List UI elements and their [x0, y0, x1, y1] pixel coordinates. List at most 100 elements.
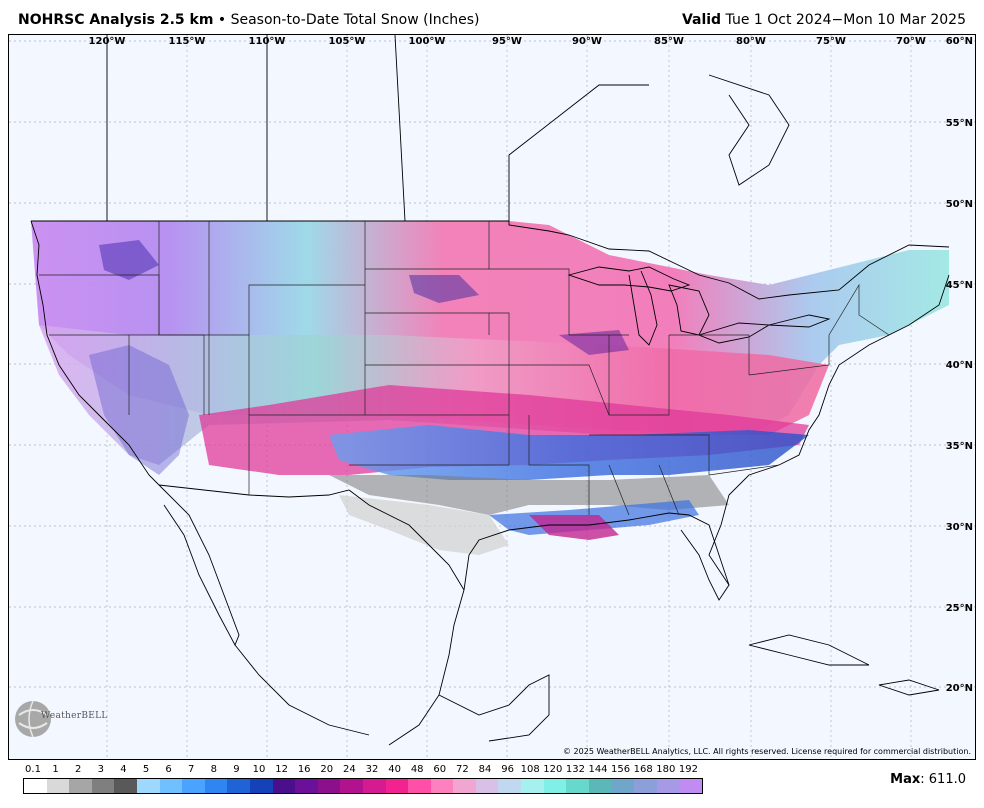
- lat-label: 30°N: [946, 522, 973, 533]
- lat-label: 50°N: [946, 199, 973, 210]
- legend-swatch: [69, 779, 92, 793]
- max-label: Max: [890, 772, 921, 787]
- lat-label: 45°N: [946, 280, 973, 291]
- legend-tick-label: 132: [565, 764, 585, 775]
- legend-tick-label: 120: [543, 764, 563, 775]
- max-number: : 611.0: [920, 772, 966, 787]
- legend-tick-label: 96: [501, 764, 514, 775]
- legend-tick-label: 72: [456, 764, 469, 775]
- weatherbell-logo: WeatherBELL: [13, 697, 107, 745]
- legend-swatch: [430, 779, 454, 793]
- logo-text: WeatherBELL: [41, 711, 108, 721]
- legend-swatch: [204, 779, 228, 793]
- legend-tick-label: 60: [433, 764, 447, 775]
- legend-tick-label: 1: [52, 764, 59, 775]
- legend-swatch: [634, 779, 657, 793]
- legend-tick-label: 9: [233, 764, 240, 775]
- lon-label: 95°W: [492, 36, 522, 47]
- lat-label: 60°N: [946, 36, 973, 47]
- legend-swatch: [24, 779, 47, 793]
- legend-tick-label: 40: [388, 764, 401, 775]
- legend-swatch: [159, 779, 183, 793]
- lon-label: 110°W: [249, 36, 286, 47]
- legend-swatch: [317, 779, 341, 793]
- legend-swatch: [227, 779, 250, 793]
- state-borders: [39, 221, 890, 516]
- legend-tick-label: 12: [275, 764, 288, 775]
- copyright-notice: © 2025 WeatherBELL Analytics, LLC. All r…: [563, 747, 971, 756]
- legend-tick-label: 10: [252, 764, 266, 775]
- header: NOHRSC Analysis 2.5 km • Season-to-Date …: [0, 0, 984, 34]
- title-product: NOHRSC Analysis 2.5 km: [18, 12, 214, 28]
- legend-swatch: [543, 779, 567, 793]
- legend-swatch: [249, 779, 273, 793]
- legend-swatch: [46, 779, 70, 793]
- lon-label: 105°W: [329, 36, 366, 47]
- legend-swatch: [408, 779, 431, 793]
- legend-swatch: [385, 779, 409, 793]
- legend-swatch: [272, 779, 296, 793]
- legend-swatch: [611, 779, 635, 793]
- legend-colorbar: [23, 778, 703, 794]
- legend-swatch: [679, 779, 702, 793]
- legend-tick-label: 32: [365, 764, 379, 775]
- legend-swatch: [136, 779, 160, 793]
- snow-shading: [31, 221, 949, 555]
- lon-label: 75°W: [816, 36, 846, 47]
- map-canvas: 120°W 115°W 110°W 105°W 100°W 95°W 90°W …: [9, 35, 975, 759]
- legend-swatch: [91, 779, 115, 793]
- lat-label: 20°N: [946, 683, 973, 694]
- valid-label: Valid: [681, 12, 722, 28]
- legend-tick-label: 8: [210, 764, 217, 775]
- legend-tick-label: 6: [165, 764, 172, 775]
- legend-tick-label: 168: [633, 764, 653, 775]
- legend-tick-label: 3: [97, 764, 104, 775]
- legend-tick-label: 20: [320, 764, 334, 775]
- longitude-labels: 120°W 115°W 110°W 105°W 100°W 95°W 90°W …: [89, 36, 926, 47]
- legend-tick-label: 192: [678, 764, 698, 775]
- max-value: Max: 611.0: [890, 772, 966, 787]
- color-legend: 0.1 1 2 3 4 5 6 7 8 9 10 12 16 20 24 32 40 48 60 72 84 96 108 1…: [23, 764, 703, 794]
- legend-swatch: [475, 779, 499, 793]
- lon-label: 80°W: [736, 36, 766, 47]
- lon-label: 70°W: [896, 36, 926, 47]
- lon-label: 90°W: [572, 36, 602, 47]
- legend-tick-label: 144: [588, 764, 608, 775]
- legend-tick-label: 5: [142, 764, 150, 775]
- legend-tick-label: 0.1: [25, 764, 41, 775]
- legend-swatch: [656, 779, 680, 793]
- map-title: NOHRSC Analysis 2.5 km • Season-to-Date …: [18, 12, 480, 28]
- legend-ticks: 0.1 1 2 3 4 5 6 7 8 9 10 12 16 20 24 32 40 48 60 72 84 96 108 1…: [23, 764, 703, 776]
- legend-tick-label: 180: [656, 764, 676, 775]
- lon-label: 85°W: [654, 36, 684, 47]
- legend-swatch: [340, 779, 363, 793]
- legend-swatch: [362, 779, 386, 793]
- legend-tick-label: 108: [520, 764, 540, 775]
- latitude-labels: 60°N 55°N 50°N 45°N 40°N 35°N 30°N 25°N …: [946, 36, 973, 694]
- legend-swatch: [588, 779, 612, 793]
- legend-swatch: [453, 779, 476, 793]
- legend-tick-label: 7: [188, 764, 195, 775]
- lon-label: 120°W: [89, 36, 126, 47]
- snow-map[interactable]: 120°W 115°W 110°W 105°W 100°W 95°W 90°W …: [8, 34, 976, 760]
- boundaries: [30, 35, 950, 746]
- legend-tick-label: 16: [297, 764, 311, 775]
- legend-tick-label: 2: [75, 764, 82, 775]
- lat-label: 40°N: [946, 360, 973, 371]
- legend-swatch: [182, 779, 205, 793]
- legend-swatch: [498, 779, 522, 793]
- logo-globe-icon: [15, 700, 51, 738]
- lon-label: 115°W: [169, 36, 206, 47]
- legend-swatch: [114, 779, 137, 793]
- legend-swatch: [295, 779, 318, 793]
- lat-label: 25°N: [946, 603, 973, 614]
- legend-tick-label: 48: [410, 764, 424, 775]
- valid-period: Valid Tue 1 Oct 2024−Mon 10 Mar 2025: [682, 12, 966, 28]
- legend-tick-label: 156: [611, 764, 631, 775]
- legend-tick-label: 4: [120, 764, 127, 775]
- lon-label: 100°W: [409, 36, 446, 47]
- legend-swatch: [521, 779, 544, 793]
- legend-tick-label: 84: [478, 764, 492, 775]
- lat-label: 35°N: [946, 441, 973, 452]
- legend-tick-label: 24: [343, 764, 356, 775]
